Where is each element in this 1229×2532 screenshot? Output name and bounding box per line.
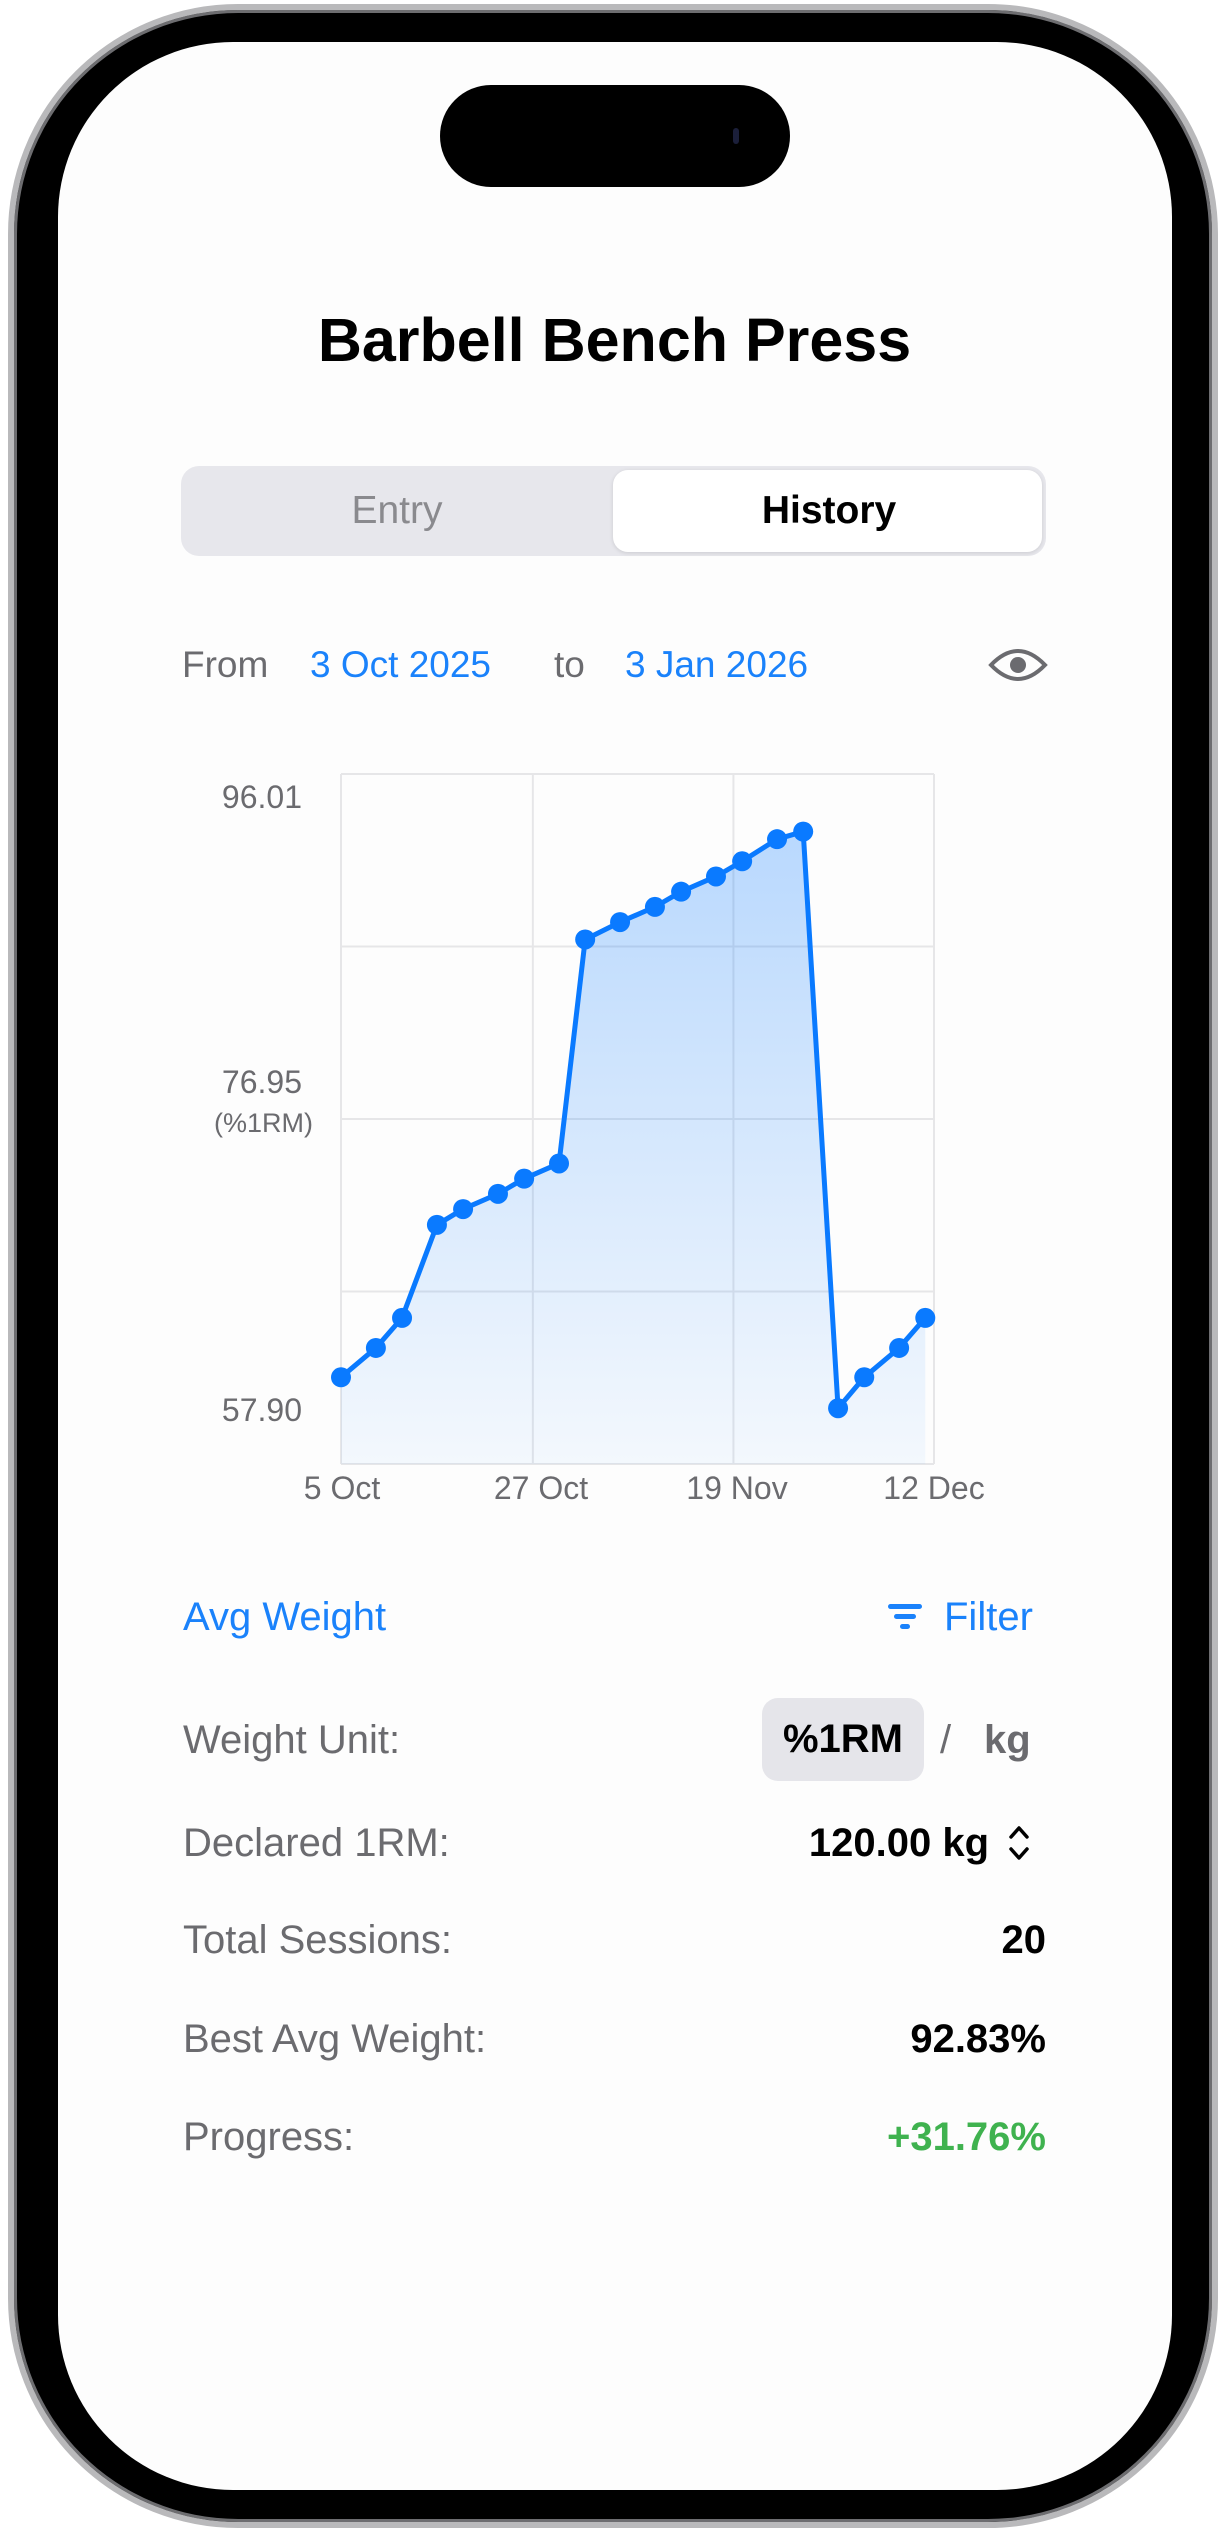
dynamic-island [440,85,790,187]
x-tick-label: 19 Nov [686,1470,787,1506]
y-tick-label: 57.90 [222,1392,302,1428]
best-avg-weight-value: 92.83% [910,2017,1046,2061]
data-point[interactable] [549,1153,570,1174]
unit-option-percent-1rm[interactable]: %1RM [762,1698,924,1781]
section-title: Avg Weight [183,1595,387,1639]
y-tick-label: 96.01 [222,779,302,815]
data-point[interactable] [854,1367,875,1388]
to-label: to [554,644,585,685]
data-point[interactable] [453,1199,474,1220]
x-tick-label: 27 Oct [494,1470,588,1506]
data-point[interactable] [828,1398,849,1419]
data-point[interactable] [705,866,726,887]
data-point[interactable] [610,912,631,933]
declared-1rm-value[interactable]: 120.00 kg [808,1821,989,1865]
data-point[interactable] [426,1214,447,1235]
chevron-up-down-icon[interactable] [1008,1823,1030,1863]
y-axis-label: (%1RM) [214,1108,313,1138]
to-date-button[interactable]: 3 Jan 2026 [625,644,809,685]
filter-button[interactable]: Filter [944,1595,1033,1639]
from-label: From [182,644,269,685]
data-point[interactable] [514,1168,535,1189]
data-point[interactable] [365,1337,386,1358]
data-point[interactable] [732,851,753,872]
data-point[interactable] [392,1307,413,1328]
data-point[interactable] [575,929,596,950]
progress-value: +31.76% [886,2115,1046,2159]
data-point[interactable] [767,829,788,850]
total-sessions-label: Total Sessions: [183,1918,453,1962]
x-tick-label: 5 Oct [304,1470,381,1506]
filter-lines-icon[interactable] [888,1602,924,1632]
data-point[interactable] [915,1307,936,1328]
declared-1rm-label: Declared 1RM: [183,1821,450,1865]
tab-entry[interactable]: Entry [351,489,443,532]
data-point[interactable] [671,881,692,902]
segment-selection-indicator [613,470,1042,552]
total-sessions-value: 20 [1001,1918,1047,1962]
progress-label: Progress: [183,2115,355,2159]
tab-history[interactable]: History [761,489,897,532]
data-point[interactable] [889,1337,910,1358]
eye-icon[interactable] [988,645,1048,685]
history-chart: 96.01 76.95 (%1RM) 57.90 5 Oct 27 Oct 19… [214,773,985,1506]
unit-separator: / [940,1718,952,1762]
data-point[interactable] [487,1183,508,1204]
chart-area-fill [341,831,926,1464]
x-tick-label: 12 Dec [883,1470,984,1506]
weight-unit-label: Weight Unit: [183,1718,401,1762]
best-avg-weight-label: Best Avg Weight: [183,2017,487,2061]
camera-icon [733,128,739,144]
from-date-button[interactable]: 3 Oct 2025 [310,644,492,685]
page-title: Barbell Bench Press [317,306,912,374]
data-point[interactable] [793,821,814,842]
y-tick-label: 76.95 [222,1064,302,1100]
data-point[interactable] [644,896,665,917]
data-point[interactable] [331,1367,351,1388]
segmented-control[interactable]: Entry History [181,466,1046,556]
unit-option-kg[interactable]: kg [984,1718,1031,1762]
